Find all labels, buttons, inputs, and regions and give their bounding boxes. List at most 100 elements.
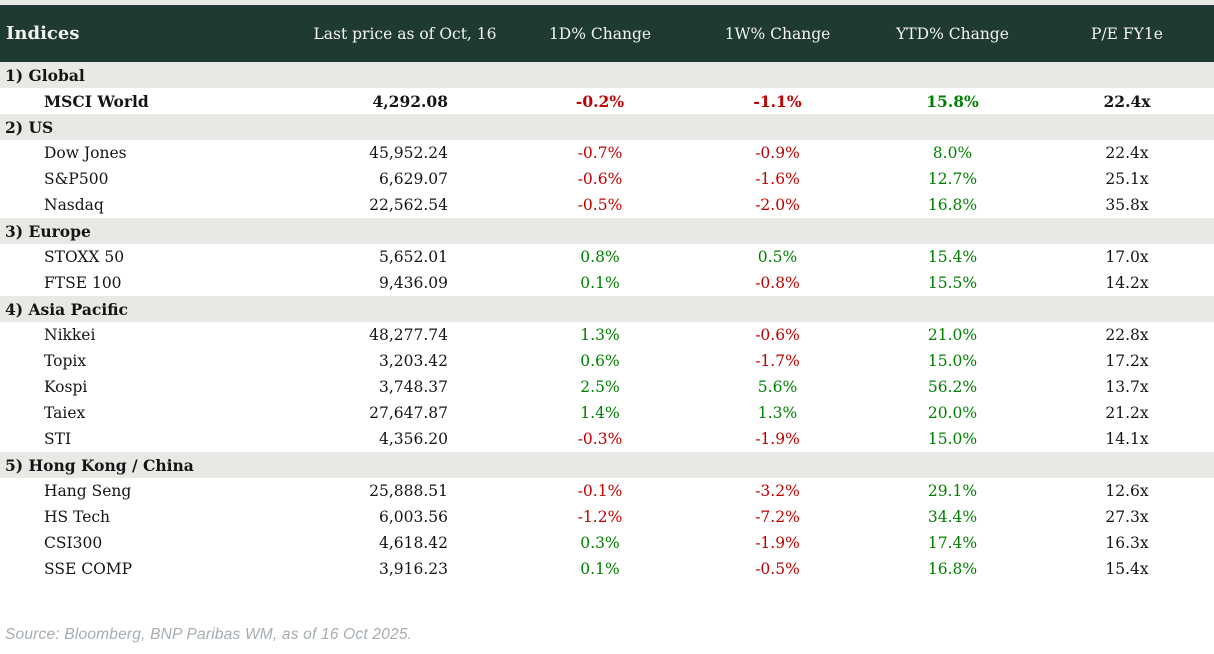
column-header-1w-change: 1W% Change [690, 5, 865, 62]
cell-pe-fy1e: 21.2x [1105, 404, 1149, 422]
indices-table: Indices Last price as of Oct, 16 1D% Cha… [0, 5, 1214, 582]
cell-1d-change: 0.6% [580, 352, 620, 370]
cell-pe-fy1e: 15.4x [1105, 560, 1149, 578]
cell-1d-change: -0.6% [577, 170, 623, 188]
index-row: Dow Jones 45,952.24 -0.7% -0.9% 8.0% 22.4x [0, 140, 1214, 166]
cell-1d-change: 0.1% [580, 274, 620, 292]
cell-pe-fy1e: 22.4x [1105, 144, 1149, 162]
section-title: 1) Global [0, 62, 1214, 88]
index-row: STOXX 50 5,652.01 0.8% 0.5% 15.4% 17.0x [0, 244, 1214, 270]
index-row: CSI300 4,618.42 0.3% -1.9% 17.4% 16.3x [0, 530, 1214, 556]
cell-1w-change: -1.6% [755, 170, 800, 188]
cell-pe-fy1e: 27.3x [1105, 508, 1149, 526]
section-row: 4) Asia Pacific [0, 296, 1214, 322]
cell-ytd-change: 15.8% [926, 91, 979, 111]
cell-1w-change: -0.6% [755, 326, 800, 344]
cell-pe-fy1e: 22.4x [1103, 91, 1151, 111]
cell-1d-change: 0.1% [580, 560, 620, 578]
cell-ytd-change: 12.7% [927, 170, 978, 188]
cell-index-name: Taiex [44, 404, 86, 422]
index-row: S&P500 6,629.07 -0.6% -1.6% 12.7% 25.1x [0, 166, 1214, 192]
cell-index-name: SSE COMP [44, 560, 133, 578]
column-header-last-price: Last price as of Oct, 16 [300, 5, 510, 62]
cell-1w-change: -1.1% [753, 91, 802, 111]
cell-1w-change: -3.2% [755, 482, 800, 500]
cell-ytd-change: 15.0% [927, 352, 978, 370]
cell-1d-change: -0.5% [577, 196, 623, 214]
index-row: Kospi 3,748.37 2.5% 5.6% 56.2% 13.7x [0, 374, 1214, 400]
cell-last-price: 6,003.56 [378, 508, 448, 526]
index-row: Nikkei 48,277.74 1.3% -0.6% 21.0% 22.8x [0, 322, 1214, 348]
cell-last-price: 25,888.51 [369, 482, 448, 500]
index-row: HS Tech 6,003.56 -1.2% -7.2% 34.4% 27.3x [0, 504, 1214, 530]
cell-index-name: Nasdaq [44, 196, 104, 214]
cell-1w-change: -7.2% [755, 508, 800, 526]
cell-last-price: 4,618.42 [378, 534, 448, 552]
cell-1w-change: 0.5% [757, 248, 798, 266]
cell-last-price: 3,916.23 [378, 560, 448, 578]
cell-index-name: Topix [44, 352, 87, 370]
top-margin-strip [0, 0, 1214, 5]
section-title: 4) Asia Pacific [0, 296, 1214, 322]
cell-1d-change: -0.7% [577, 144, 623, 162]
section-title: 3) Europe [0, 218, 1214, 244]
cell-index-name: CSI300 [44, 534, 103, 552]
cell-pe-fy1e: 17.2x [1105, 352, 1149, 370]
table-header: Indices Last price as of Oct, 16 1D% Cha… [0, 5, 1214, 62]
cell-last-price: 27,647.87 [369, 404, 448, 422]
table-body: 1) Global MSCI World 4,292.08 -0.2% -1.1% 15.… [0, 62, 1214, 582]
cell-ytd-change: 17.4% [927, 534, 978, 552]
cell-index-name: Nikkei [44, 326, 96, 344]
cell-pe-fy1e: 22.8x [1105, 326, 1149, 344]
column-header-ytd-change: YTD% Change [865, 5, 1040, 62]
cell-ytd-change: 29.1% [927, 482, 978, 500]
cell-1d-change: -0.1% [577, 482, 623, 500]
index-row: MSCI World 4,292.08 -0.2% -1.1% 15.8% 22.4x [0, 88, 1214, 114]
cell-1w-change: -1.9% [755, 430, 800, 448]
cell-index-name: HS Tech [44, 508, 111, 526]
cell-pe-fy1e: 14.2x [1105, 274, 1149, 292]
cell-pe-fy1e: 16.3x [1105, 534, 1149, 552]
column-header-indices: Indices [0, 5, 300, 62]
cell-1d-change: 2.5% [580, 378, 620, 396]
section-title: 2) US [0, 114, 1214, 140]
cell-last-price: 6,629.07 [378, 170, 448, 188]
cell-1w-change: 1.3% [757, 404, 798, 422]
cell-last-price: 4,356.20 [378, 430, 448, 448]
index-row: STI 4,356.20 -0.3% -1.9% 15.0% 14.1x [0, 426, 1214, 452]
section-title: 5) Hong Kong / China [0, 452, 1214, 478]
cell-1d-change: 1.3% [580, 326, 620, 344]
cell-pe-fy1e: 17.0x [1105, 248, 1149, 266]
header-row: Indices Last price as of Oct, 16 1D% Cha… [0, 5, 1214, 62]
cell-pe-fy1e: 25.1x [1105, 170, 1149, 188]
cell-1w-change: -1.7% [755, 352, 800, 370]
cell-pe-fy1e: 12.6x [1105, 482, 1149, 500]
cell-ytd-change: 15.5% [927, 274, 978, 292]
cell-ytd-change: 15.4% [927, 248, 978, 266]
cell-ytd-change: 56.2% [927, 378, 978, 396]
cell-index-name: FTSE 100 [44, 274, 122, 292]
cell-1w-change: -0.9% [755, 144, 800, 162]
index-row: SSE COMP 3,916.23 0.1% -0.5% 16.8% 15.4x [0, 556, 1214, 582]
cell-ytd-change: 34.4% [927, 508, 978, 526]
cell-last-price: 5,652.01 [378, 248, 448, 266]
section-row: 1) Global [0, 62, 1214, 88]
cell-1d-change: 1.4% [580, 404, 620, 422]
cell-index-name: STI [44, 430, 72, 448]
cell-index-name: STOXX 50 [44, 248, 125, 266]
column-header-pe-fy1e: P/E FY1e [1040, 5, 1214, 62]
cell-last-price: 9,436.09 [378, 274, 448, 292]
cell-pe-fy1e: 14.1x [1105, 430, 1149, 448]
index-row: Topix 3,203.42 0.6% -1.7% 15.0% 17.2x [0, 348, 1214, 374]
index-row: Nasdaq 22,562.54 -0.5% -2.0% 16.8% 35.8x [0, 192, 1214, 218]
cell-1d-change: -0.2% [575, 91, 625, 111]
cell-pe-fy1e: 35.8x [1105, 196, 1149, 214]
cell-pe-fy1e: 13.7x [1105, 378, 1149, 396]
index-row: Taiex 27,647.87 1.4% 1.3% 20.0% 21.2x [0, 400, 1214, 426]
cell-last-price: 3,203.42 [378, 352, 448, 370]
cell-last-price: 48,277.74 [369, 326, 448, 344]
section-row: 3) Europe [0, 218, 1214, 244]
cell-1w-change: 5.6% [757, 378, 798, 396]
cell-last-price: 22,562.54 [369, 196, 448, 214]
